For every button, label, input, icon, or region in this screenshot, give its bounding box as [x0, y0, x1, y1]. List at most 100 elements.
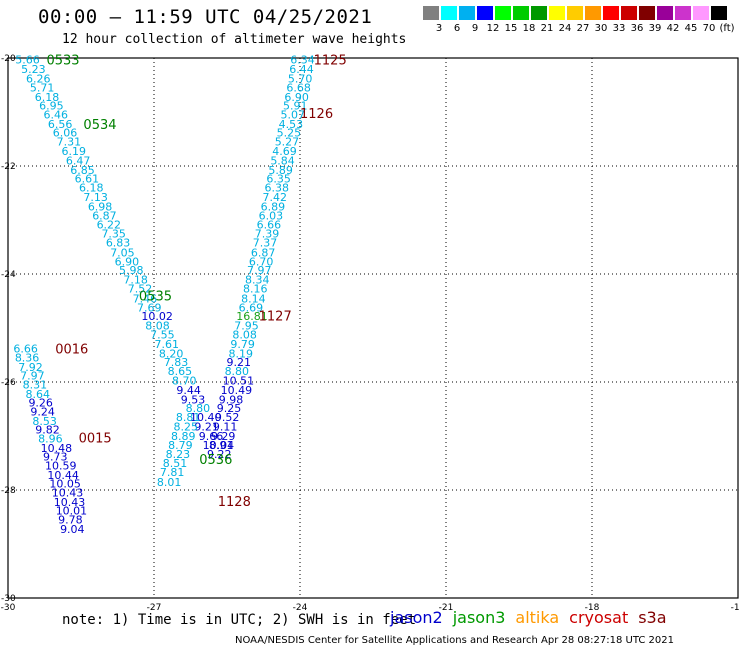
wave-height-value: 9.73: [43, 451, 68, 464]
wave-height-value: 6.44: [289, 63, 314, 76]
wave-height-value: 5.66: [15, 54, 40, 67]
legend-label: 6: [453, 23, 461, 34]
wave-height-value: 6.87: [92, 210, 117, 223]
wave-height-value: 7.31: [57, 136, 82, 149]
wave-height-value: 10.59: [45, 460, 76, 473]
wave-height-value: 10.51: [223, 374, 255, 387]
map-frame: [7, 57, 739, 599]
wave-height-value: 5.91: [283, 100, 308, 113]
pass-time-label: 1125: [314, 54, 347, 69]
wave-height-value: 7.13: [83, 191, 108, 204]
pass-time-label: 1126: [300, 107, 333, 122]
wave-height-value: 8.31: [23, 379, 47, 392]
wave-height-value: 7.81: [160, 466, 185, 479]
wave-height-value: 7.18: [123, 273, 148, 286]
pass-time-label: 1127: [259, 310, 292, 325]
wave-height-value: 8.80: [186, 402, 211, 415]
mission-altika: altika: [515, 608, 560, 627]
wave-height-value: 9.24: [30, 406, 54, 419]
wave-height-value: 6.47: [66, 155, 91, 168]
legend-label: 27: [576, 23, 590, 34]
wave-height-value: 6.69: [239, 301, 264, 314]
wave-height-value: 10.04: [203, 439, 235, 452]
legend-label: 45: [684, 23, 698, 34]
wave-height-value: 16.81: [236, 310, 268, 323]
legend-swatch: [549, 6, 565, 20]
wave-height-value: 5.71: [30, 82, 55, 95]
wave-height-value: 6.22: [97, 218, 122, 231]
wave-height-value: 9.26: [28, 397, 53, 410]
wave-height-value: 10.48: [41, 442, 73, 455]
legend-label: 3: [435, 23, 443, 34]
wave-height-value: 8.08: [232, 328, 257, 341]
legend-swatch: [459, 6, 475, 20]
lat-tick-label: -30: [1, 594, 16, 604]
wave-height-value: 8.51: [163, 457, 188, 470]
wave-height-value: 7.95: [234, 319, 258, 332]
wave-height-value: 10.01: [56, 505, 87, 518]
wave-height-value: 8.53: [32, 415, 57, 428]
legend-swatch: [513, 6, 529, 20]
wave-height-value: 4.53: [279, 118, 304, 131]
legend-swatch: [603, 6, 619, 20]
wave-height-value: 9.44: [176, 384, 201, 397]
wave-height-value: 6.70: [249, 256, 274, 269]
wave-height-points: 5.665.236.265.716.186.956.466.566.067.31…: [13, 54, 314, 536]
lon-tick-label: -30: [1, 603, 16, 613]
legend-label: 12: [486, 23, 500, 34]
pass-time-labels: 0533 0534 0535 0536 1125 1126 1127 1128 0016 0015: [46, 54, 346, 510]
mission-cryosat: cryosat: [569, 608, 629, 627]
wave-height-value: 10.05: [49, 478, 81, 491]
wave-height-value: 9.82: [35, 424, 60, 437]
wave-height-value: 7.61: [154, 338, 179, 351]
pass-time-label: 0535: [139, 290, 172, 305]
wave-height-value: 6.85: [70, 164, 95, 177]
pass-time-label: 1128: [218, 495, 251, 510]
lon-tick-label: -18: [585, 603, 600, 613]
wave-height-value: 10.44: [47, 469, 79, 482]
wave-height-value: 10.02: [141, 310, 173, 323]
wave-height-value: 6.06: [53, 127, 77, 140]
wave-height-value: 6.03: [259, 210, 284, 223]
wave-height-value: 6.18: [79, 182, 104, 195]
legend-label: 9: [471, 23, 479, 34]
wave-height-value: 6.98: [88, 201, 113, 214]
legend-swatch: [441, 6, 457, 20]
wave-height-value: 8.19: [228, 347, 253, 360]
wave-height-value: 4.69: [272, 145, 297, 158]
wave-height-value: 8.70: [172, 374, 197, 387]
wave-height-value: 8.25: [173, 420, 198, 433]
wave-height-value: 6.19: [62, 145, 87, 158]
wave-height-value: 8.14: [241, 292, 266, 305]
wave-height-value: 7.46: [133, 292, 158, 305]
wave-height-value: 8.91: [209, 439, 234, 452]
wave-height-value: 6.38: [264, 182, 289, 195]
lat-tick-label: -20: [1, 54, 16, 64]
lat-tick-label: -22: [1, 162, 16, 172]
pass-time-label: 0016: [55, 343, 88, 358]
wave-height-value: 6.95: [39, 100, 64, 113]
wave-height-value: 8.16: [243, 283, 268, 296]
wave-height-value: 7.52: [128, 283, 153, 296]
legend-swatch: [639, 6, 655, 20]
wave-height-value: 5.23: [21, 63, 46, 76]
wave-height-value: 9.21: [194, 420, 219, 433]
wave-height-value: 7.97: [247, 264, 272, 277]
wave-height-value: 8.36: [15, 352, 39, 365]
legend-swatch: [531, 6, 547, 20]
map-grid: [7, 57, 739, 599]
legend-label: 18: [522, 23, 536, 34]
legend-swatch: [711, 6, 727, 20]
wave-height-value: 9.52: [215, 411, 240, 424]
wave-height-value: 8.08: [145, 319, 170, 332]
legend-label: 21: [540, 23, 554, 34]
legend-label: 24: [558, 23, 572, 34]
wave-height-value: 7.35: [101, 228, 126, 241]
wave-height-value: 9.29: [211, 430, 236, 443]
wave-height-value: 6.83: [106, 237, 131, 250]
lon-tick-label: -27: [147, 603, 162, 613]
pass-time-label: 0015: [79, 432, 112, 447]
wave-height-value: 8.96: [38, 433, 63, 446]
page-title: 00:00 – 11:59 UTC 04/25/2021: [38, 6, 373, 28]
